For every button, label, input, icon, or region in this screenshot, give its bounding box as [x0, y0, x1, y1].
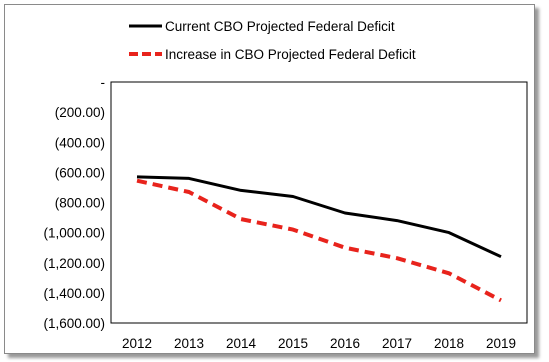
- y-tick-label: -: [101, 75, 106, 90]
- x-tick-label: 2018: [434, 336, 464, 351]
- legend-label-2: Increase in CBO Projected Federal Defici…: [165, 47, 416, 62]
- x-tick-label: 2012: [122, 336, 152, 351]
- x-tick-label: 2019: [486, 336, 516, 351]
- y-tick-label: (200.00): [55, 105, 105, 120]
- x-axis: 2012 2013 2014 2015 2016 2017 2018 2019: [122, 336, 516, 351]
- series-line-1: [136, 175, 502, 259]
- legend-label-1: Current CBO Projected Federal Deficit: [165, 19, 395, 34]
- y-tick-label: (1,200.00): [43, 256, 105, 271]
- x-tick-label: 2017: [382, 336, 412, 351]
- y-tick-label: (600.00): [55, 165, 105, 180]
- plot-border: [110, 81, 528, 324]
- x-tick-label: 2015: [278, 336, 308, 351]
- y-tick-label: (800.00): [55, 196, 105, 211]
- legend: Current CBO Projected Federal Deficit Inc…: [129, 19, 416, 62]
- x-tick-label: 2013: [174, 336, 204, 351]
- y-tick-label: (1,600.00): [43, 316, 105, 331]
- x-tick-label: 2016: [330, 336, 360, 351]
- plot-area: [110, 81, 528, 324]
- x-tick-label: 2014: [226, 336, 257, 351]
- y-tick-label: (1,400.00): [43, 286, 105, 301]
- line-chart: Current CBO Projected Federal Deficit Inc…: [43, 19, 528, 351]
- chart-frame: Current CBO Projected Federal Deficit Inc…: [4, 4, 535, 354]
- series-line-2: [136, 178, 502, 303]
- y-tick-label: (400.00): [55, 135, 105, 150]
- y-axis: - (200.00) (400.00) (600.00) (800.00) (1,000.…: [43, 75, 105, 331]
- y-tick-label: (1,000.00): [43, 226, 105, 241]
